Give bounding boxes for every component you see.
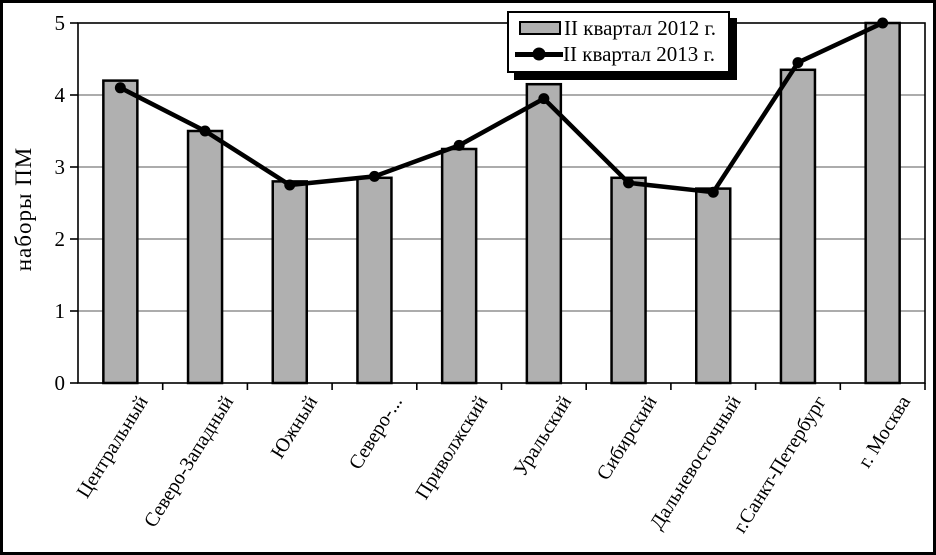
y-tick-label-4: 4 — [54, 83, 66, 107]
line-marker-2 — [284, 179, 296, 191]
y-tick-label-0: 0 — [54, 371, 66, 395]
bar-3 — [356, 176, 393, 385]
line-marker-4 — [453, 139, 465, 151]
bar-5 — [525, 82, 563, 385]
legend-item-line-2013: II квартал 2013 г. — [515, 41, 716, 67]
legend-label-2013: II квартал 2013 г. — [563, 41, 716, 66]
legend-label-2012: II квартал 2012 г. — [564, 15, 717, 40]
y-tick-label-3: 3 — [54, 155, 66, 179]
line-marker-9 — [877, 17, 889, 29]
bar-swatch-icon — [519, 21, 561, 35]
legend: II квартал 2012 г. II квартал 2013 г. — [507, 11, 731, 73]
bar-9 — [864, 21, 901, 385]
y-tick-label-2: 2 — [54, 227, 66, 251]
line-marker-5 — [538, 93, 550, 105]
bar-0 — [102, 79, 139, 385]
legend-item-bars-2012: II квартал 2012 г. — [519, 15, 716, 41]
bar-8 — [779, 68, 817, 385]
bar-6 — [610, 176, 647, 385]
bar-4 — [440, 147, 478, 385]
bar-1 — [186, 129, 224, 385]
line-marker-7 — [707, 186, 719, 198]
bar-2 — [271, 180, 308, 385]
line-marker-0 — [114, 82, 126, 94]
line-marker-8 — [792, 57, 804, 69]
line-swatch-icon — [515, 47, 563, 61]
y-tick-label-1: 1 — [54, 299, 66, 323]
line-marker-dot-icon — [532, 47, 546, 61]
bar-7 — [695, 187, 732, 385]
line-marker-1 — [199, 125, 211, 137]
line-marker-6 — [623, 177, 635, 189]
line-series — [118, 20, 885, 195]
y-tick-label-5: 5 — [54, 11, 66, 35]
line-marker-3 — [368, 170, 380, 182]
plot-area — [70, 17, 926, 390]
